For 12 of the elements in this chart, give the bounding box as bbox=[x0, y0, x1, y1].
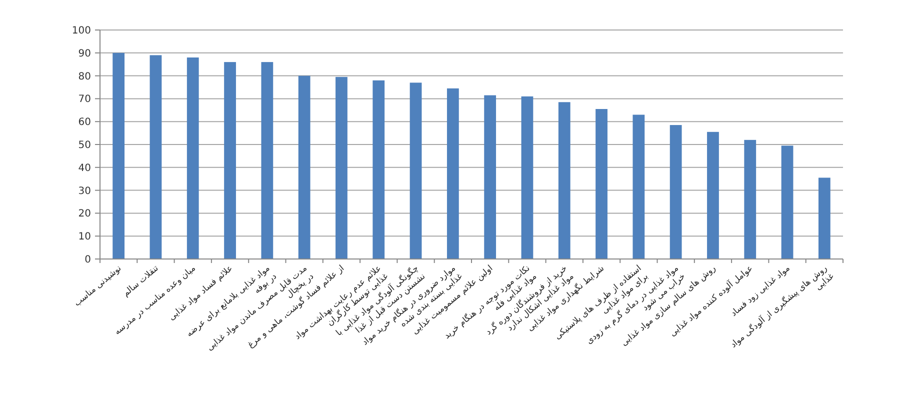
y-tick-label: 100 bbox=[72, 26, 91, 36]
x-tick-label: نوشیدنی مناسب bbox=[72, 264, 124, 309]
y-tick-label: 60 bbox=[78, 117, 91, 128]
y-tick-label: 70 bbox=[78, 94, 91, 106]
y-tick-label: 20 bbox=[78, 208, 91, 220]
y-tick-label: 80 bbox=[78, 71, 91, 82]
y-tick-label: 30 bbox=[78, 186, 91, 197]
y-tick-label: 40 bbox=[78, 162, 91, 174]
y-tick-label: 0 bbox=[84, 254, 91, 266]
y-tick-label: 50 bbox=[78, 140, 91, 151]
y-tick-label: 90 bbox=[78, 48, 91, 60]
y-tick-label: 10 bbox=[78, 232, 91, 243]
